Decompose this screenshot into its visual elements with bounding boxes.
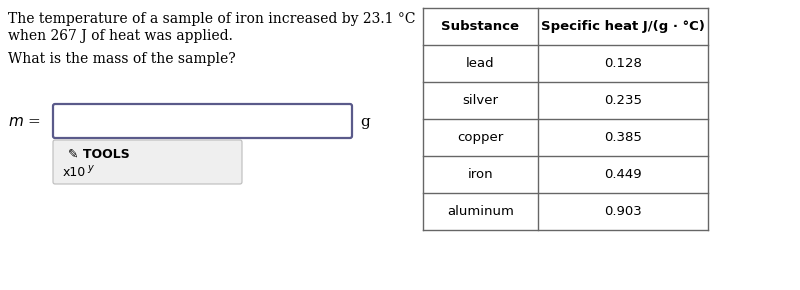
Text: $m$ =: $m$ = bbox=[8, 115, 41, 129]
Text: when 267 J of heat was applied.: when 267 J of heat was applied. bbox=[8, 29, 233, 43]
Text: aluminum: aluminum bbox=[447, 205, 514, 218]
Text: What is the mass of the sample?: What is the mass of the sample? bbox=[8, 52, 236, 66]
Text: Substance: Substance bbox=[442, 20, 519, 33]
Text: 0.385: 0.385 bbox=[604, 131, 642, 144]
Text: y: y bbox=[87, 163, 93, 173]
Text: 0.128: 0.128 bbox=[604, 57, 642, 70]
Text: 0.449: 0.449 bbox=[604, 168, 642, 181]
Text: 0.235: 0.235 bbox=[604, 94, 642, 107]
Text: silver: silver bbox=[462, 94, 498, 107]
Text: copper: copper bbox=[458, 131, 504, 144]
Text: ✎ TOOLS: ✎ TOOLS bbox=[68, 148, 130, 162]
Text: Specific heat J/(g · °C): Specific heat J/(g · °C) bbox=[541, 20, 705, 33]
Text: 0.903: 0.903 bbox=[604, 205, 642, 218]
Text: g: g bbox=[360, 115, 370, 129]
Text: iron: iron bbox=[468, 168, 494, 181]
Text: lead: lead bbox=[466, 57, 495, 70]
Text: x10: x10 bbox=[63, 166, 86, 179]
Text: The temperature of a sample of iron increased by 23.1 °C: The temperature of a sample of iron incr… bbox=[8, 12, 415, 26]
FancyBboxPatch shape bbox=[53, 104, 352, 138]
FancyBboxPatch shape bbox=[53, 140, 242, 184]
